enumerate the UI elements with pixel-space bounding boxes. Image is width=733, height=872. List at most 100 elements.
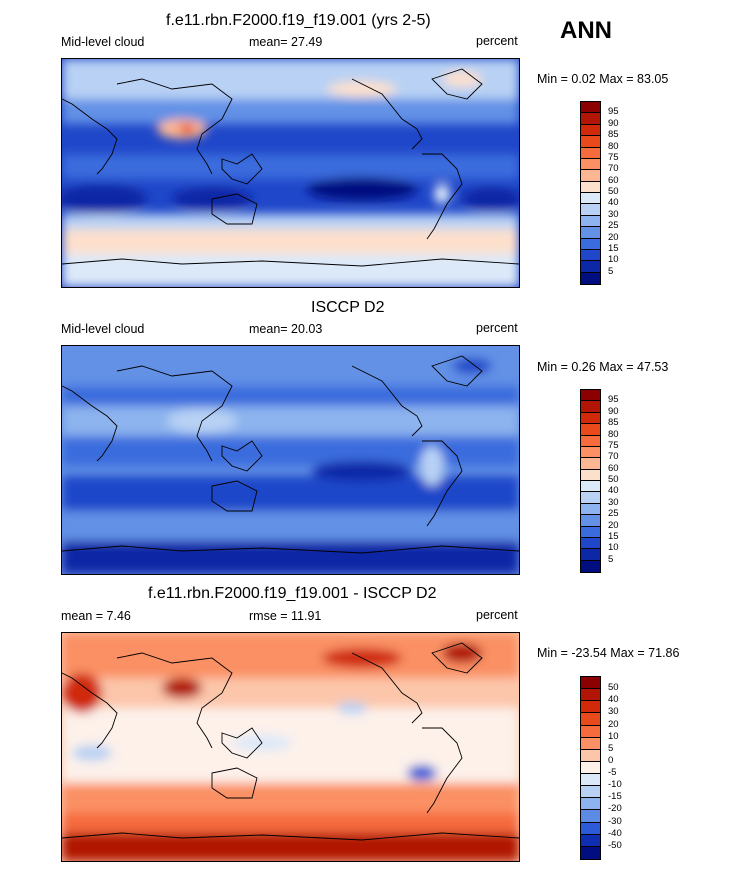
colorbar-swatch — [581, 846, 600, 859]
colorbar-swatch — [581, 412, 600, 425]
top-panel-title: f.e11.rbn.F2000.f19_f19.001 (yrs 2-5) — [166, 12, 431, 29]
colorbar-swatch — [581, 458, 600, 470]
colorbar-swatch — [581, 469, 600, 481]
colorbar-swatch — [581, 401, 600, 413]
colorbar-label: 30 — [608, 208, 619, 220]
colorbar-label: 20 — [608, 231, 619, 243]
colorbar-label: 90 — [608, 117, 619, 129]
top-panel-mean: mean= 27.49 — [249, 35, 323, 49]
colorbar-swatch — [581, 737, 600, 750]
colorbar-swatch — [581, 136, 600, 148]
colorbar-swatch — [581, 227, 600, 239]
colorbar-label: -15 — [608, 791, 622, 803]
colorbar-swatch — [581, 701, 600, 714]
colorbar-label: 20 — [608, 519, 619, 531]
top-panel-units: percent — [476, 34, 518, 48]
colorbar-label: -20 — [608, 803, 622, 815]
colorbar-swatch — [581, 424, 600, 436]
colorbar-label: 60 — [608, 174, 619, 186]
colorbar-swatch — [581, 147, 600, 159]
colorbar-label: 25 — [608, 508, 619, 520]
colorbar-swatch — [581, 261, 600, 273]
colorbar-label: 75 — [608, 151, 619, 163]
top-panel-minmax: Min = 0.02 Max = 83.05 — [537, 72, 669, 86]
colorbar-label: -30 — [608, 815, 622, 827]
colorbar-swatch — [581, 515, 600, 527]
colorbar-swatch — [581, 446, 600, 459]
colorbar-swatch — [581, 481, 600, 493]
bottom-panel-units: percent — [476, 608, 518, 622]
colorbar-label: 70 — [608, 163, 619, 175]
colorbar-swatch — [581, 537, 600, 550]
colorbar-swatch — [581, 102, 600, 114]
colorbar-label: 25 — [608, 220, 619, 232]
colorbar-label: 85 — [608, 129, 619, 141]
colorbar-label: 30 — [608, 706, 619, 718]
colorbar-swatch — [581, 761, 600, 774]
colorbar-swatch — [581, 113, 600, 125]
colorbar-label: 40 — [608, 694, 619, 706]
colorbar-swatch — [581, 786, 600, 799]
colorbar-label: 5 — [608, 265, 614, 277]
colorbar-swatch — [581, 503, 600, 516]
colorbar-label: 50 — [608, 682, 619, 694]
colorbar-label: 5 — [608, 742, 614, 754]
colorbar-label: 15 — [608, 530, 619, 542]
middle-panel-variable: Mid-level cloud — [61, 322, 145, 336]
colorbar-label: 70 — [608, 451, 619, 463]
season-label: ANN — [560, 17, 612, 44]
colorbar-swatch — [581, 798, 600, 811]
colorbar-swatch — [581, 158, 600, 171]
colorbar-label: 75 — [608, 439, 619, 451]
colorbar-label: 95 — [608, 106, 619, 118]
colorbar-label: 50 — [608, 186, 619, 197]
colorbar-label: 80 — [608, 140, 619, 152]
colorbar-swatch — [581, 249, 600, 262]
colorbar-label: 15 — [608, 242, 619, 254]
colorbar-label: 40 — [608, 197, 619, 209]
colorbar-swatch — [581, 689, 600, 702]
bottom-panel-title: f.e11.rbn.F2000.f19_f19.001 - ISCCP D2 — [148, 585, 437, 602]
colorbar-label: 40 — [608, 485, 619, 497]
middle-panel-mean: mean= 20.03 — [249, 322, 323, 336]
colorbar-swatch — [581, 677, 600, 690]
bottom-panel-minmax: Min = -23.54 Max = 71.86 — [537, 646, 680, 660]
colorbar-label: -40 — [608, 827, 622, 839]
colorbar-label: 5 — [608, 553, 614, 565]
bottom-contour-map — [61, 632, 520, 862]
colorbar-swatch — [581, 435, 600, 447]
middle-panel-minmax: Min = 0.26 Max = 47.53 — [537, 360, 669, 374]
colorbar-label: 10 — [608, 730, 619, 742]
bottom-panel-mean: mean = 7.46 — [61, 609, 131, 623]
colorbar-swatch — [581, 181, 600, 193]
colorbar-swatch — [581, 215, 600, 228]
top-panel-variable: Mid-level cloud — [61, 35, 145, 49]
colorbar-swatch — [581, 193, 600, 205]
colorbar-label: 95 — [608, 394, 619, 406]
colorbar-label: 80 — [608, 428, 619, 440]
colorbar-label: 30 — [608, 496, 619, 508]
middle-contour-map — [61, 345, 520, 575]
colorbar-swatch — [581, 526, 600, 538]
colorbar-label: 20 — [608, 718, 619, 730]
colorbar-swatch — [581, 272, 600, 284]
colorbar-label: 10 — [608, 254, 619, 266]
colorbar-swatch — [581, 204, 600, 216]
colorbar-swatch — [581, 560, 600, 572]
colorbar-label: 90 — [608, 405, 619, 417]
top-contour-map — [61, 58, 520, 288]
colorbar-swatch — [581, 238, 600, 250]
colorbar-swatch — [581, 390, 600, 402]
colorbar-label: -10 — [608, 779, 622, 791]
middle-panel-title: ISCCP D2 — [311, 299, 385, 316]
colorbar-swatch — [581, 822, 600, 835]
colorbar-swatch — [581, 713, 600, 726]
colorbar-swatch — [581, 549, 600, 561]
colorbar-swatch — [581, 170, 600, 182]
middle-panel-units: percent — [476, 321, 518, 335]
colorbar-label: 60 — [608, 462, 619, 474]
colorbar-label: -5 — [608, 767, 617, 779]
colorbar-label: 50 — [608, 474, 619, 485]
colorbar-swatch — [581, 774, 600, 787]
colorbar-label: 10 — [608, 542, 619, 554]
